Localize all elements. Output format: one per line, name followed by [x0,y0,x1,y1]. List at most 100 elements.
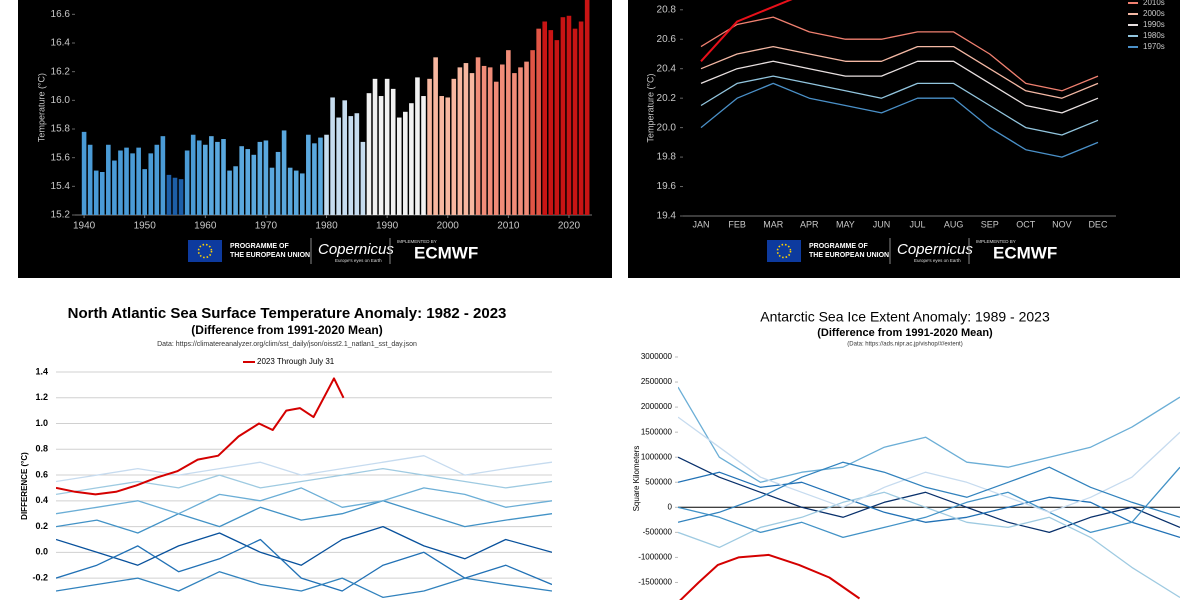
bar [566,15,572,215]
chart-title: North Atlantic Sea Surface Temperature A… [68,305,507,322]
bar [215,141,220,215]
y-tick-label: 500000 [645,477,672,486]
y-tick-label: -500000 [643,527,673,536]
series-line [56,500,552,534]
x-tick-label: DEC [1088,219,1108,229]
y-tick-label: 16.0 [51,95,71,106]
bar [154,144,160,215]
bar [342,100,348,215]
bar [306,134,311,215]
x-tick-label: MAR [763,219,784,229]
bar [518,67,523,215]
footer-text: IMPLEMENTED BY [397,239,437,244]
x-tick-label: 1970 [255,221,278,232]
copernicus-logo: Copernicus [318,241,394,258]
bar [493,81,499,215]
series-line [678,466,1180,539]
bar [324,134,329,215]
bar [530,50,535,215]
chart-subtitle: (Difference from 1991-2020 Mean) [817,327,993,339]
y-tick-label: 0.4 [35,495,48,505]
x-tick-label: AUG [944,219,964,229]
series-line [700,16,1099,92]
bar [536,28,541,215]
eu-flag [188,240,222,262]
bar [554,40,560,215]
series-line [56,571,552,599]
bar [366,93,372,215]
y-tick-label: 16.2 [51,66,71,77]
legend-label: 2010s [1143,0,1165,7]
bar [287,167,293,215]
bar [263,140,269,215]
series-line [678,456,1180,534]
bar [360,141,366,215]
bar [227,170,232,215]
y-tick-label: 0 [668,502,673,511]
panel [628,0,1180,278]
bar [421,96,426,215]
series-line [56,525,552,566]
y-tick-label: 1.0 [35,418,48,428]
plot [700,0,1099,158]
y-tick-label: 0.0 [35,547,48,557]
x-tick-label: APR [800,219,819,229]
bar [524,61,529,215]
y-axis-label: DIFFERENCE (°C) [20,452,29,520]
plot [81,0,590,215]
y-tick-label: 20.4 [657,63,677,74]
footer-text: THE EUROPEAN UNION [230,252,310,259]
x-tick-label: 2020 [558,221,581,232]
footer-text: PROGRAMME OF [230,243,289,250]
chart-source: Data: https://climatereanalyzer.org/clim… [157,341,417,348]
series-line [700,82,1099,158]
bar [184,150,190,215]
series-line [56,377,345,496]
footer-tagline: Europe's eyes on Earth [335,258,382,263]
x-tick-label: OCT [1016,219,1036,229]
y-tick-label: -1000000 [638,553,672,562]
bar [160,136,166,215]
bar [403,111,408,215]
footer-text: IMPLEMENTED BY [976,239,1016,244]
legend-label: 2023 Through July 31 [257,357,335,366]
bar [245,149,251,215]
series-line [700,60,1099,114]
bar [203,144,208,215]
bar [142,169,148,215]
y-axis-label: Temperature (°C) [645,73,655,142]
bar [548,30,554,215]
y-tick-label: 20.2 [657,93,677,104]
x-tick-label: 1960 [194,221,217,232]
footer-text: THE EUROPEAN UNION [809,252,889,259]
bar [409,103,414,215]
x-tick-label: 1940 [73,221,96,232]
series-line [700,0,793,62]
bar [336,117,341,215]
bar [81,131,87,215]
bar [106,144,111,215]
x-tick-label: 2010 [497,221,520,232]
bar [396,117,402,215]
eu-stars [776,243,792,259]
bar [239,146,244,215]
chart-title: Antarctic Sea Ice Extent Anomaly: 1989 -… [760,309,1050,325]
bar [172,177,178,215]
bar [293,170,299,215]
series-line [700,45,1099,99]
x-tick-label: 1990 [376,221,399,232]
series-line [678,461,1180,523]
y-tick-label: 20.8 [657,4,677,15]
bar [475,57,481,215]
x-tick-label: MAY [836,219,855,229]
series-line [56,455,552,483]
ecmwf-logo: ECMWF [414,243,478,262]
chart-subtitle: (Difference from 1991-2020 Mean) [191,323,382,337]
bar [221,139,226,215]
y-axis-label: Square Kilometers [632,446,641,512]
y-tick-label: 0.6 [35,469,48,479]
y-tick-label: 0.8 [35,444,48,454]
y-tick-label: 15.2 [51,210,71,221]
bar [209,136,214,215]
bar [130,153,135,215]
